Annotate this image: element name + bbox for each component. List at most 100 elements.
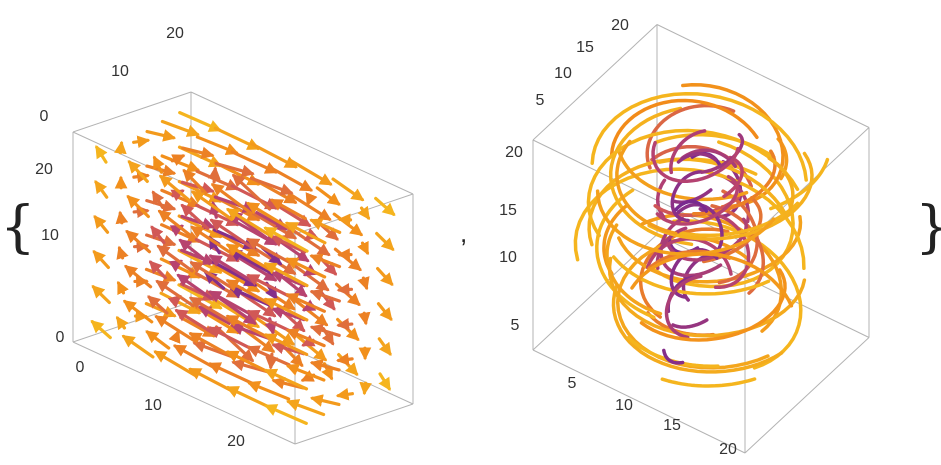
vector-arrow — [246, 201, 292, 231]
box-edge — [72, 91, 192, 133]
vector-arrow — [213, 229, 261, 257]
vector-arrow — [179, 315, 217, 338]
vector-arrow — [207, 166, 221, 184]
tick-label-back-depth: 20 — [611, 17, 629, 34]
vector-arrow — [114, 140, 127, 155]
stream-line — [710, 204, 766, 295]
stream-line — [573, 167, 806, 271]
vector-field-ticks: 0 10 20 0 10 20 0 10 20 — [35, 25, 245, 450]
stream-plot-box-back — [532, 24, 870, 454]
stream-line — [638, 227, 730, 319]
vector-arrow — [122, 299, 154, 324]
stream-line — [615, 139, 678, 236]
vector-arrow — [284, 221, 327, 245]
stream-line — [664, 274, 703, 340]
vector-arrow — [263, 262, 309, 288]
vector-arrow — [292, 263, 330, 292]
vector-arrow — [174, 309, 215, 335]
stream-line — [647, 151, 814, 241]
vector-arrow — [309, 288, 341, 303]
stream-line — [590, 91, 808, 182]
vector-arrow — [208, 254, 255, 284]
vector-arrow — [92, 250, 110, 269]
stream-line — [595, 189, 776, 257]
stream-line — [722, 155, 744, 199]
tick-label-front-depth: 5 — [568, 375, 577, 392]
vector-arrow — [335, 387, 354, 401]
vector-arrow — [145, 330, 171, 350]
box-edge — [72, 341, 296, 445]
vector-arrow — [255, 210, 289, 231]
stream-line — [662, 348, 685, 365]
vector-arrow — [178, 238, 212, 266]
stream-line — [674, 199, 709, 213]
vector-arrow — [359, 381, 372, 396]
vector-arrow — [95, 145, 108, 164]
stream-line — [706, 211, 751, 290]
stream-line — [769, 157, 830, 211]
vector-arrow — [154, 315, 196, 343]
vector-arrow — [91, 285, 111, 305]
vector-arrow — [168, 329, 181, 344]
stream-line — [611, 255, 771, 296]
vector-arrow — [180, 203, 210, 231]
vector-arrow — [263, 368, 309, 391]
tick-label-vertical: 5 — [511, 317, 520, 334]
vector-arrow — [286, 399, 326, 417]
tick-label-vertical: 10 — [41, 227, 59, 244]
close-brace: } — [915, 200, 941, 256]
vector-arrow — [231, 173, 272, 211]
vector-arrow — [315, 186, 341, 206]
vector-arrow — [377, 337, 392, 356]
tick-label-front-depth: 20 — [227, 433, 245, 450]
vector-arrow — [176, 273, 214, 301]
vector-arrow — [289, 159, 333, 186]
vector-arrow — [210, 183, 253, 215]
stream-line — [660, 377, 757, 388]
box-edge — [294, 403, 414, 445]
stream-line — [676, 152, 718, 164]
vector-arrow — [178, 111, 222, 132]
vector-arrow — [207, 326, 256, 352]
vector-arrow — [378, 372, 391, 391]
vector-arrow — [225, 350, 273, 375]
vector-field-box-back — [72, 91, 414, 445]
vector-arrow — [293, 298, 329, 327]
tick-label-front-depth: 20 — [719, 441, 737, 458]
vector-arrow — [209, 218, 254, 250]
vector-arrow — [357, 240, 370, 256]
vector-arrow — [225, 314, 273, 341]
stream-line — [586, 128, 800, 238]
vector-arrow — [225, 385, 273, 410]
vector-arrow — [246, 309, 291, 333]
vector-arrow — [305, 192, 318, 207]
vector-arrow — [190, 190, 234, 221]
vector-arrow — [90, 320, 112, 340]
vector-arrow — [126, 195, 150, 219]
vector-arrow — [147, 295, 169, 315]
vector-arrow — [247, 380, 291, 401]
stream-line — [670, 170, 703, 223]
vector-field-arrows — [90, 111, 396, 425]
box-edge — [532, 349, 746, 454]
vector-arrow — [250, 211, 298, 240]
vector-arrow — [93, 215, 110, 234]
stream-line — [669, 129, 707, 175]
vector-arrow — [357, 205, 371, 221]
stream-line — [607, 256, 807, 338]
vector-arrow — [309, 359, 341, 372]
vector-arrow — [156, 244, 194, 273]
vector-arrow — [132, 205, 150, 219]
tick-label-front-depth: 10 — [144, 397, 162, 414]
vector-arrow — [151, 190, 165, 210]
vector-arrow — [180, 214, 216, 230]
vector-arrow — [195, 169, 240, 191]
vector-arrow — [127, 160, 149, 183]
vector-arrow — [124, 264, 153, 289]
vector-arrow — [269, 166, 314, 192]
tick-label-front-depth: 15 — [663, 417, 681, 434]
vector-arrow — [270, 306, 306, 322]
tick-label-vertical: 0 — [56, 329, 65, 346]
